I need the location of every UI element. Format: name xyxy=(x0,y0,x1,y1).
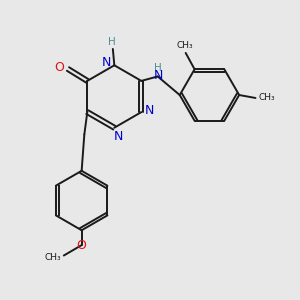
Text: H: H xyxy=(154,63,162,73)
Text: O: O xyxy=(55,61,64,74)
Text: N: N xyxy=(114,130,124,142)
Text: N: N xyxy=(145,104,154,117)
Text: CH₃: CH₃ xyxy=(259,94,275,103)
Text: H: H xyxy=(108,38,116,47)
Text: N: N xyxy=(154,69,163,82)
Text: CH₃: CH₃ xyxy=(44,253,61,262)
Text: N: N xyxy=(101,56,111,69)
Text: CH₃: CH₃ xyxy=(177,41,194,50)
Text: O: O xyxy=(77,238,87,252)
